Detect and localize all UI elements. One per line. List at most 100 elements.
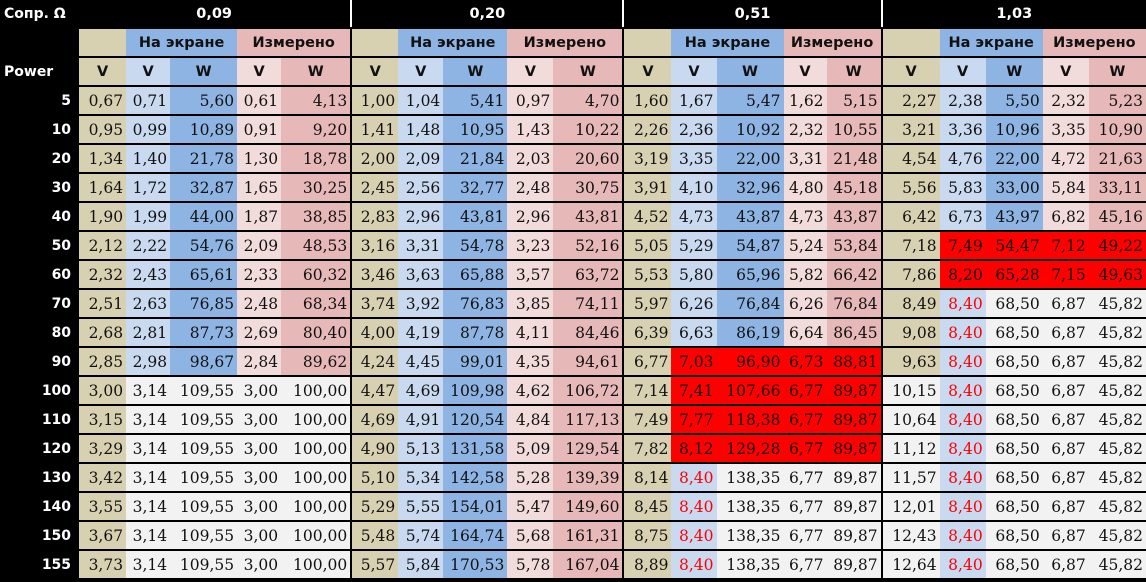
table-cell: 8,89	[622, 550, 672, 580]
table-cell: 8,40	[939, 347, 986, 377]
table-row: 110 3,15 3,14 109,55 3,00 100,00 4,69 4,91 120,5…	[0, 405, 1146, 435]
table-cell: 5,28	[507, 463, 554, 493]
table-cell: 3,00	[237, 492, 282, 522]
unit-header-2-4: W	[826, 57, 882, 87]
table-cell: 7,18	[880, 231, 940, 261]
table-cell: 8,40	[671, 463, 717, 493]
table-cell: 87,78	[443, 318, 508, 348]
table-cell: 2,85	[77, 347, 127, 377]
table-cell: 45,82	[1088, 492, 1146, 522]
table-cell: 4,80	[783, 173, 827, 203]
table-cell: 5,55	[398, 492, 444, 522]
table-cell: 5,24	[783, 231, 827, 261]
table-cell: 1,72	[126, 173, 171, 203]
table-cell: 8,40	[939, 521, 986, 551]
table-cell: 2,22	[126, 231, 171, 261]
table-cell: 49,63	[1088, 260, 1146, 290]
unit-header-0-0: V	[77, 57, 127, 87]
table-cell: 3,14	[126, 550, 171, 580]
table-cell: 0,97	[507, 86, 554, 116]
table-cell: 7,03	[671, 347, 717, 377]
table-cell: 45,82	[1088, 463, 1146, 493]
table-cell: 7,49	[622, 405, 672, 435]
table-cell: 68,50	[985, 550, 1043, 580]
table-cell: 32,77	[443, 173, 508, 203]
table-cell: 11,57	[880, 463, 940, 493]
table-cell: 89,62	[281, 347, 352, 377]
table-cell: 7,14	[622, 376, 672, 406]
table-cell: 100,00	[281, 463, 352, 493]
table-cell: 10,95	[443, 115, 508, 145]
table-cell: 0,91	[237, 115, 282, 145]
table-cell: 8,40	[939, 376, 986, 406]
table-cell: 120,54	[443, 405, 508, 435]
table-cell: 74,11	[553, 289, 624, 319]
subheader-blank-1	[350, 28, 399, 58]
group-header-0: 0,09	[78, 0, 352, 29]
table-cell: 2,12	[77, 231, 127, 261]
table-cell: 5,13	[398, 434, 444, 464]
group-header-3: 1,03	[880, 0, 1146, 29]
table-cell: 9,63	[880, 347, 940, 377]
unit-header-3-3: V	[1042, 57, 1089, 87]
unit-header-0-2: W	[170, 57, 238, 87]
table-cell: 2,51	[77, 289, 127, 319]
table-row: 80 2,68 2,81 87,73 2,69 80,40 4,00 4,19 87,78 4,1…	[0, 318, 1146, 348]
table-cell: 6,73	[783, 347, 827, 377]
table-cell: 4,84	[507, 405, 554, 435]
unit-header-1-1: V	[398, 57, 444, 87]
table-cell: 2,27	[880, 86, 940, 116]
table-cell: 6,87	[1042, 376, 1089, 406]
table-cell: 7,77	[671, 405, 717, 435]
table-cell: 45,82	[1088, 521, 1146, 551]
table-cell: 8,40	[939, 289, 986, 319]
table-cell: 4,19	[398, 318, 444, 348]
table-cell: 4,70	[553, 86, 624, 116]
table-cell: 68,50	[985, 463, 1043, 493]
table-cell: 138,35	[716, 521, 784, 551]
table-cell: 5,34	[398, 463, 444, 493]
power-value: 30	[0, 173, 79, 203]
group-header-2: 0,51	[622, 0, 882, 29]
power-value: 60	[0, 260, 79, 290]
table-cell: 5,09	[507, 434, 554, 464]
table-cell: 1,60	[622, 86, 672, 116]
table-cell: 5,15	[826, 86, 882, 116]
table-cell: 12,43	[880, 521, 940, 551]
table-cell: 5,47	[716, 86, 784, 116]
table-cell: 2,98	[126, 347, 171, 377]
table-cell: 45,16	[1088, 202, 1146, 232]
table-cell: 21,84	[443, 144, 508, 174]
table-cell: 109,55	[170, 492, 238, 522]
table-cell: 5,23	[1088, 86, 1146, 116]
table-cell: 4,62	[507, 376, 554, 406]
table-cell: 1,30	[237, 144, 282, 174]
table-cell: 6,77	[783, 521, 827, 551]
unit-header-2-2: W	[716, 57, 784, 87]
table-row: 150 3,67 3,14 109,55 3,00 100,00 5,48 5,74 164,7…	[0, 521, 1146, 551]
table-cell: 3,36	[939, 115, 986, 145]
table-row: 50 2,12 2,22 54,76 2,09 48,53 3,16 3,31 54,78 3,2…	[0, 231, 1146, 261]
table-cell: 1,87	[237, 202, 282, 232]
table-cell: 6,77	[783, 405, 827, 435]
power-value: 40	[0, 202, 79, 232]
table-cell: 45,82	[1088, 289, 1146, 319]
power-value: 155	[0, 550, 79, 580]
power-column-label: Power	[0, 57, 79, 87]
table-cell: 4,73	[783, 202, 827, 232]
table-cell: 117,13	[553, 405, 624, 435]
table-cell: 7,86	[880, 260, 940, 290]
table-cell: 89,87	[826, 463, 882, 493]
table-cell: 96,90	[716, 347, 784, 377]
subheader-on-screen-2: На экране	[671, 28, 784, 58]
table-cell: 6,73	[939, 202, 986, 232]
table-cell: 170,53	[443, 550, 508, 580]
table-cell: 5,97	[622, 289, 672, 319]
table-cell: 3,31	[398, 231, 444, 261]
table-cell: 10,96	[985, 115, 1043, 145]
table-cell: 76,85	[170, 289, 238, 319]
table-cell: 2,96	[398, 202, 444, 232]
table-cell: 99,01	[443, 347, 508, 377]
table-cell: 6,39	[622, 318, 672, 348]
unit-header-3-4: W	[1088, 57, 1146, 87]
